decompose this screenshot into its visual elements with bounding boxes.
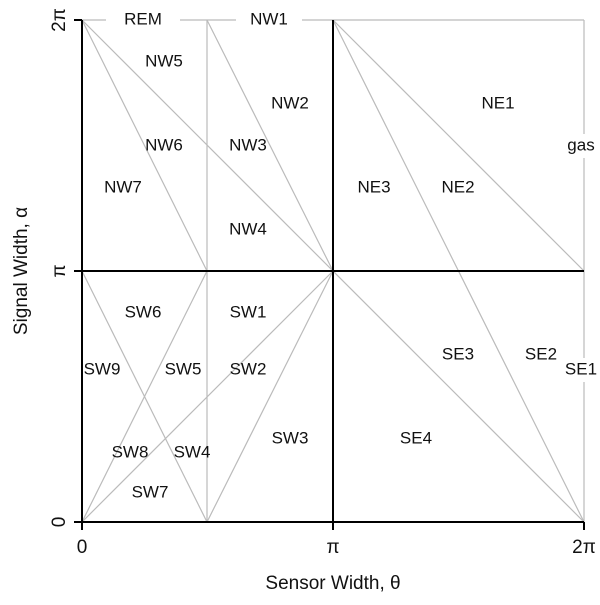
axes	[74, 19, 585, 530]
x-tick-label: π	[326, 537, 339, 558]
region-label: SW4	[174, 442, 211, 461]
region-label: gas	[567, 135, 594, 154]
region-label: SE2	[525, 344, 557, 363]
x-tick-label: 0	[77, 537, 88, 558]
region-label: NW7	[104, 177, 142, 196]
region-label: SW6	[125, 302, 162, 321]
region-label: NE3	[357, 177, 390, 196]
region-label: NE2	[441, 177, 474, 196]
y-tick-label: 0	[49, 517, 70, 528]
region-label: SW2	[230, 359, 267, 378]
region-label: NW4	[229, 219, 267, 238]
x-axis-label: Sensor Width, θ	[265, 573, 400, 594]
y-axis-label: Signal Width, α	[11, 207, 32, 335]
region-label: SW9	[84, 359, 121, 378]
y-tick-label: π	[49, 264, 70, 277]
region-label: SW5	[165, 359, 202, 378]
region-label: SE4	[400, 428, 432, 447]
region-labels: REM NW1 NW5 NW2 NE1 NW6 NW3 gas NW7 NE3 …	[84, 9, 597, 501]
y-tick-label: 2π	[49, 8, 70, 32]
region-label: SE3	[442, 344, 474, 363]
region-label: SE1	[565, 359, 597, 378]
region-label: SW1	[230, 302, 267, 321]
label-backgrounds	[106, 8, 600, 382]
region-label: NW1	[250, 9, 288, 28]
region-label: NW3	[229, 135, 267, 154]
region-label: REM	[124, 9, 162, 28]
region-label: SW3	[272, 428, 309, 447]
region-label: NW5	[145, 51, 183, 70]
region-label: NW2	[271, 93, 309, 112]
region-label: NW6	[145, 135, 183, 154]
region-label: SW8	[112, 442, 149, 461]
region-label: NE1	[481, 93, 514, 112]
x-tick-label: 2π	[572, 537, 596, 558]
region-lines	[81, 19, 585, 523]
region-label: SW7	[132, 482, 169, 501]
